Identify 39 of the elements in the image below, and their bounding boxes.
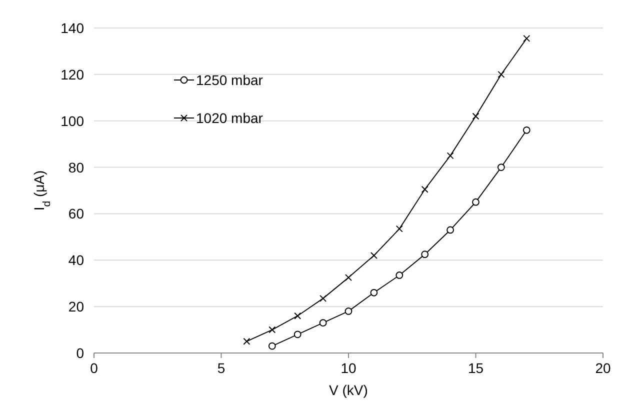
- point: [319, 319, 327, 327]
- legend-label: 1250 mbar: [196, 72, 264, 88]
- y-tick-label: 0: [76, 345, 84, 361]
- x-tick-label: 0: [90, 360, 98, 376]
- y-tick-label: 80: [68, 159, 84, 176]
- x-tick-label: 15: [468, 360, 484, 376]
- point: [421, 186, 428, 193]
- y-tick-label: 20: [68, 298, 84, 315]
- point: [472, 112, 480, 120]
- point: [523, 34, 530, 42]
- y-tick-label: 40: [68, 252, 84, 268]
- point: [498, 164, 505, 171]
- point: [320, 294, 327, 302]
- point: [396, 272, 404, 279]
- x-tick-label: 10: [340, 360, 356, 376]
- point: [268, 326, 276, 334]
- y-tick-label: 140: [60, 20, 84, 36]
- point: [396, 225, 403, 232]
- point: [345, 274, 352, 282]
- x-tick-label: 5: [217, 360, 226, 376]
- legend-label: 1020 mbar: [196, 110, 264, 126]
- point: [294, 312, 302, 320]
- point: [344, 308, 352, 315]
- point: [522, 126, 530, 134]
- point: [446, 152, 454, 160]
- point: [268, 342, 276, 350]
- y-tick-label: 120: [60, 66, 84, 82]
- x-tick-label: 20: [595, 360, 611, 376]
- point: [294, 330, 302, 338]
- point: [243, 338, 250, 345]
- y-tick-label: 60: [68, 206, 84, 222]
- point: [498, 70, 505, 78]
- point: [446, 226, 454, 234]
- x-axis-title: V (kV): [329, 382, 368, 398]
- point: [472, 198, 480, 206]
- point: [370, 288, 378, 296]
- point: [421, 250, 429, 258]
- y-tick-label: 100: [60, 112, 84, 129]
- point: [370, 252, 378, 259]
